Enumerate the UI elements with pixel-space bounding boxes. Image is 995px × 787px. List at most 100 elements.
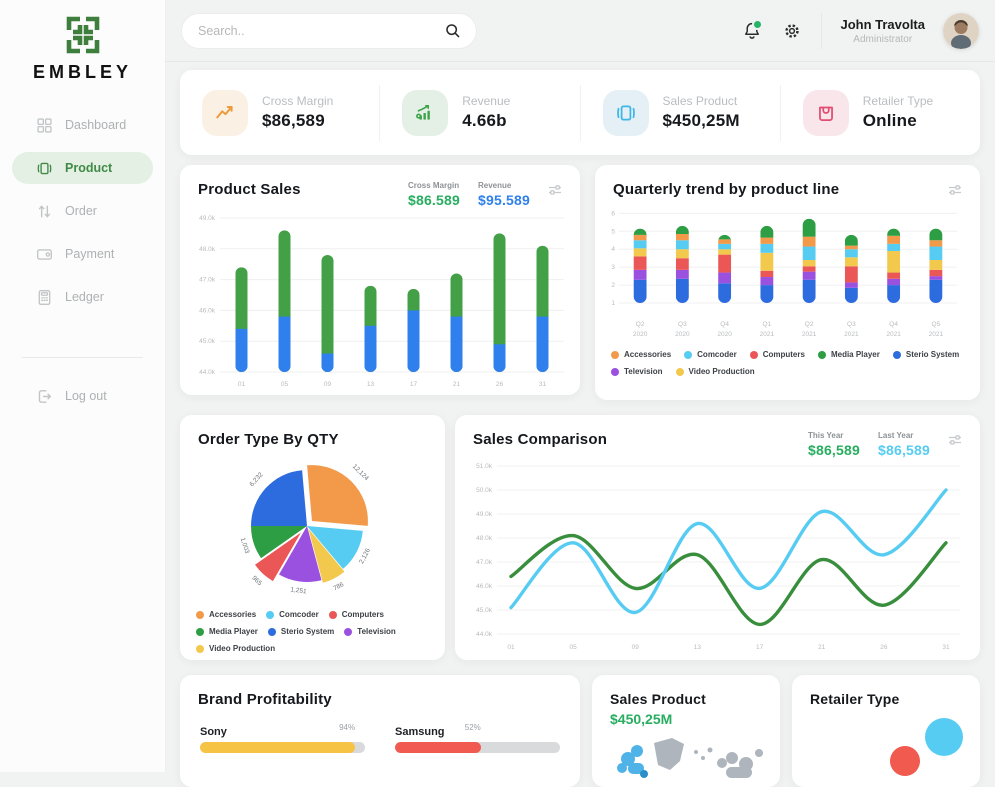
user-menu[interactable]: John Travolta Administrator	[840, 17, 925, 45]
legend-item-comcoder[interactable]: Comcoder	[684, 350, 737, 359]
svg-text:1: 1	[611, 300, 615, 307]
stat-value: Online	[862, 111, 917, 130]
search-input[interactable]	[196, 22, 436, 39]
svg-text:44.0k: 44.0k	[476, 631, 493, 638]
product-sales-cross-margin: Cross Margin $86.589	[407, 181, 460, 208]
stats-summary-card: Cross Margin $86,589 Revenue 4.66b Sales Pro…	[180, 70, 980, 155]
avatar-image	[943, 12, 979, 49]
legend-item-computers[interactable]: Computers	[749, 350, 805, 359]
brand-row-samsung: Samsung 52%	[395, 722, 560, 753]
chart-options-icon[interactable]	[548, 184, 562, 196]
order-type-card: Order Type By QTY 12,124 2,126 786 1,251 965…	[180, 415, 445, 660]
sidebar-item-payment[interactable]: Payment	[12, 238, 153, 270]
logo: EMBLEY	[0, 0, 165, 83]
quarterly-trend-chart: 1 2 3 4 5 6 Q2 2020 Q3 2020 Q4 2020 Q1 2021 Q2 2021 Q3 20…	[611, 210, 957, 338]
svg-text:45.0k: 45.0k	[199, 338, 216, 345]
topbar: John Travolta Administrator	[165, 0, 995, 62]
stat-value: 4.66b	[462, 111, 507, 130]
svg-text:49.0k: 49.0k	[476, 511, 493, 518]
stat-label: Revenue	[462, 94, 511, 108]
stat-label: Cross Margin	[262, 94, 334, 108]
sales-product-card: Sales Product $450,25M	[592, 675, 780, 787]
svg-text:3: 3	[611, 264, 615, 271]
svg-text:6: 6	[611, 210, 615, 217]
brand-percent: 94%	[339, 723, 356, 732]
avatar[interactable]	[943, 12, 979, 49]
svg-text:1,251: 1,251	[290, 586, 307, 595]
legend-item-television[interactable]: Television	[344, 627, 396, 636]
logout-label: Log out	[65, 389, 107, 403]
legend-item-media-player[interactable]: Media Player	[196, 627, 258, 636]
legend-item-media-player[interactable]: Media Player	[817, 350, 880, 359]
svg-text:09: 09	[324, 381, 332, 388]
retailer-type-card: Retailer Type	[792, 675, 980, 787]
legend-item-video-production[interactable]: Video Production	[675, 367, 755, 376]
brand-progress-fill	[200, 742, 356, 753]
stat-card-revenue: Revenue 4.66b	[379, 84, 579, 141]
stat-card-sales-product: Sales Product $450,25M	[579, 84, 780, 141]
svg-text:31: 31	[942, 644, 950, 651]
svg-text:13: 13	[694, 644, 702, 651]
svg-text:21: 21	[453, 381, 461, 388]
svg-text:6,232: 6,232	[248, 471, 264, 488]
retailer-type-title: Retailer Type	[810, 691, 900, 707]
svg-text:05: 05	[281, 381, 289, 388]
legend-item-sterio-system[interactable]: Sterio System	[892, 350, 959, 359]
sidebar-item-label: Product	[65, 161, 113, 175]
sales-comparison-card: Sales Comparison This Year $86,589 Last …	[455, 415, 980, 660]
sidebar-divider	[22, 357, 143, 358]
sidebar-item-product[interactable]: Product	[12, 152, 153, 184]
svg-text:2: 2	[611, 282, 615, 289]
svg-text:2,126: 2,126	[358, 547, 372, 565]
quarterly-legend: Accessories Comcoder Computers Media Player…	[595, 342, 980, 376]
sales-product-title: Sales Product	[610, 691, 706, 707]
legend-item-television[interactable]: Television	[611, 367, 663, 376]
brand-percent: 52%	[464, 723, 481, 732]
notifications-button[interactable]	[741, 18, 764, 42]
chart-options-icon[interactable]	[948, 184, 962, 196]
logout-button[interactable]: Log out	[12, 380, 153, 412]
sales-comparison-title: Sales Comparison	[473, 431, 608, 448]
search-icon	[446, 23, 460, 37]
svg-text:44.0k: 44.0k	[199, 369, 216, 376]
sidebar-item-order[interactable]: Order	[12, 195, 153, 227]
chart-options-icon[interactable]	[948, 434, 962, 446]
sales-comparison-this-year: This Year $86,589	[807, 431, 860, 458]
legend-item-sterio-system[interactable]: Sterio System	[267, 627, 334, 636]
legend-item-video-production[interactable]: Video Production	[196, 644, 275, 653]
stat-value: $450,25M	[662, 111, 740, 130]
svg-text:1,003: 1,003	[239, 537, 251, 555]
sales-product-icon	[602, 89, 649, 136]
legend-item-accessories[interactable]: Accessories	[611, 350, 671, 359]
sidebar-item-label: Payment	[65, 247, 115, 261]
sidebar-item-ledger[interactable]: Ledger	[12, 281, 153, 313]
brand-profitability-card: Brand Profitability Sony 94% Samsung 52%	[180, 675, 580, 787]
sidebar-item-dashboard[interactable]: Dashboard	[12, 109, 153, 141]
world-map-chart	[617, 738, 763, 778]
order-icon	[36, 203, 53, 220]
brand-name: Sony	[200, 726, 227, 738]
topbar-divider	[821, 12, 823, 49]
legend-item-comcoder[interactable]: Comcoder	[266, 610, 319, 619]
settings-button[interactable]	[781, 20, 803, 42]
trend-up-icon	[202, 89, 248, 136]
legend-item-accessories[interactable]: Accessories	[196, 610, 256, 619]
svg-text:17: 17	[410, 381, 418, 388]
brand-profitability-title: Brand Profitability	[198, 691, 332, 708]
svg-text:01: 01	[238, 381, 246, 388]
product-sales-card: Product Sales Cross Margin $86.589 Reven…	[180, 165, 580, 395]
search-box[interactable]	[181, 12, 477, 49]
brand-row-sony: Sony 94%	[200, 722, 365, 753]
svg-text:48.0k: 48.0k	[199, 246, 216, 253]
gear-icon	[785, 23, 800, 38]
svg-text:21: 21	[818, 644, 826, 651]
sales-comparison-last-year: Last Year $86,589	[877, 431, 930, 458]
legend-item-computers[interactable]: Computers	[328, 610, 384, 619]
